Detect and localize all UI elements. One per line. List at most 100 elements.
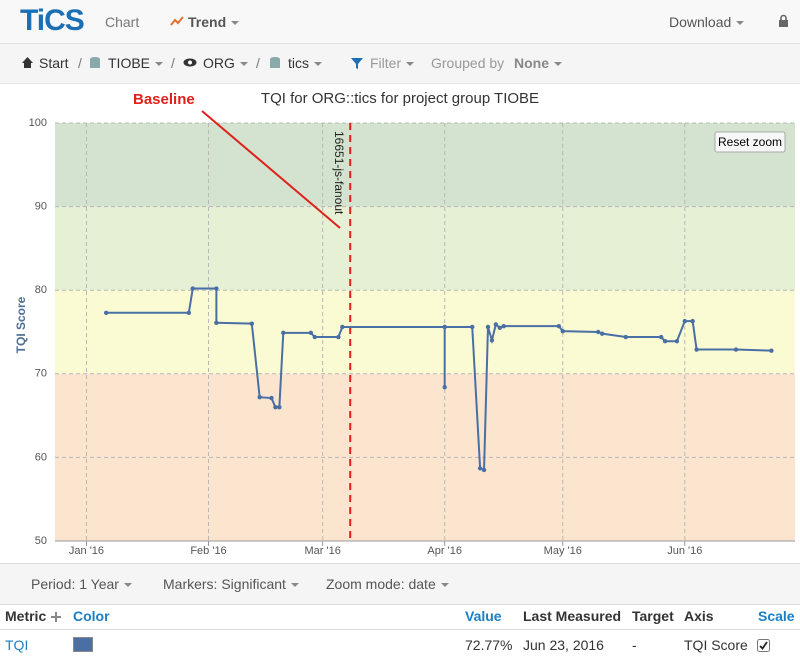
crumb-tics[interactable]: tics [288, 55, 322, 71]
filter-icon [351, 58, 363, 69]
data-point [690, 318, 695, 324]
data-point [599, 331, 605, 336]
x-tick-label: Apr '16 [427, 545, 462, 557]
db-icon [90, 57, 100, 68]
color-swatch[interactable] [73, 637, 93, 652]
data-point [470, 324, 475, 330]
data-point [214, 286, 219, 291]
data-point [481, 467, 487, 473]
row-divider [0, 629, 800, 630]
th-value[interactable]: Value [465, 608, 502, 624]
data-point [477, 466, 483, 471]
th-axis: Axis [684, 608, 714, 624]
plot-band [55, 290, 795, 374]
data-point [214, 320, 219, 326]
data-point [682, 318, 687, 324]
y-tick-label: 50 [35, 535, 47, 547]
plot-band [55, 123, 795, 207]
data-point [312, 334, 317, 340]
th-target: Target [632, 608, 674, 624]
data-point [340, 324, 345, 330]
data-point [103, 310, 109, 315]
crumb-start[interactable]: Start [39, 55, 69, 71]
y-axis-title: TQI Score [14, 296, 28, 353]
data-point [623, 334, 628, 340]
annotation-arrow [201, 110, 341, 229]
y-tick-label: 70 [35, 368, 47, 380]
zoom-select[interactable]: Zoom mode: date [326, 576, 449, 592]
data-point [336, 334, 341, 340]
nav-chart[interactable]: Chart [105, 14, 140, 30]
data-point [249, 321, 255, 326]
data-point [190, 286, 195, 291]
group-select[interactable]: None [514, 55, 562, 71]
data-point [497, 325, 502, 331]
data-point [273, 405, 278, 410]
data-point [560, 328, 565, 334]
data-point [281, 330, 286, 336]
metric-name[interactable]: TQI [5, 637, 29, 653]
eye-icon [183, 58, 197, 67]
plot-band [55, 206, 795, 291]
y-tick-label: 60 [35, 451, 47, 463]
data-point [658, 334, 664, 340]
controls: Period: 1 Year Markers: Significant Zoom… [0, 563, 800, 605]
data-point [277, 405, 282, 410]
x-tick-label: Jan '16 [69, 545, 104, 557]
button-label: Reset zoom [718, 135, 782, 149]
data-point [769, 348, 774, 353]
add-icon[interactable] [51, 612, 61, 622]
th-metric: Metric [5, 608, 47, 624]
x-tick-label: Feb '16 [190, 545, 226, 557]
x-tick-label: Jun '16 [667, 545, 702, 557]
x-tick-label: Mar '16 [304, 545, 340, 557]
td-value: 72.77% [465, 637, 513, 653]
markers-select[interactable]: Markers: Significant [163, 576, 299, 592]
th-last: Last Measured [523, 608, 622, 624]
y-tick-label: 100 [29, 117, 47, 129]
td-target: - [632, 637, 637, 653]
scale-checkbox[interactable] [757, 639, 770, 652]
data-point [733, 347, 739, 352]
button-frame [714, 131, 786, 153]
data-point [485, 324, 491, 330]
data-point [595, 329, 601, 335]
annotation: Baseline [133, 91, 195, 108]
logo[interactable]: TiCS [20, 4, 85, 37]
data-point [493, 322, 499, 327]
chart: TQI for ORG::tics for project group TIOB… [14, 90, 795, 557]
data-point [556, 323, 562, 329]
trend-icon [170, 16, 184, 26]
nav-download[interactable]: Download [669, 14, 744, 30]
period-select[interactable]: Period: 1 Year [31, 576, 132, 592]
data-point [694, 347, 699, 352]
crumb-sep: / [256, 55, 260, 71]
data-point [662, 338, 668, 344]
data-point [442, 384, 447, 390]
data-point [186, 310, 192, 315]
filter[interactable]: Filter [370, 55, 414, 71]
chart-title: TQI for ORG::tics for project group TIOB… [261, 90, 539, 107]
crumb-sep: / [78, 55, 82, 71]
td-last: Jun 23, 2016 [523, 637, 604, 653]
td-axis: TQI Score [684, 637, 748, 653]
crumb-sep: / [171, 55, 175, 71]
reset-zoom-button[interactable]: Reset zoom [714, 131, 786, 153]
data-point [308, 330, 314, 336]
data-point [257, 395, 262, 400]
data-point [501, 323, 506, 329]
y-tick-label: 90 [35, 201, 47, 213]
y-tick-label: 80 [35, 284, 47, 296]
nav-trend[interactable]: Trend [188, 14, 239, 30]
data-point [489, 338, 495, 343]
lock-icon[interactable] [778, 14, 789, 28]
th-color[interactable]: Color [73, 608, 110, 624]
db-icon [270, 57, 280, 68]
breadcrumb: Start / TIOBE / ORG / tics Filter Groupe… [0, 44, 800, 84]
th-scale[interactable]: Scale [758, 608, 795, 624]
navbar: TiCS Chart Trend Download [0, 0, 800, 44]
grouped-by: Grouped by [431, 55, 505, 71]
crumb-org[interactable]: ORG [203, 55, 248, 71]
crumb-tiobe[interactable]: TIOBE [108, 55, 163, 71]
